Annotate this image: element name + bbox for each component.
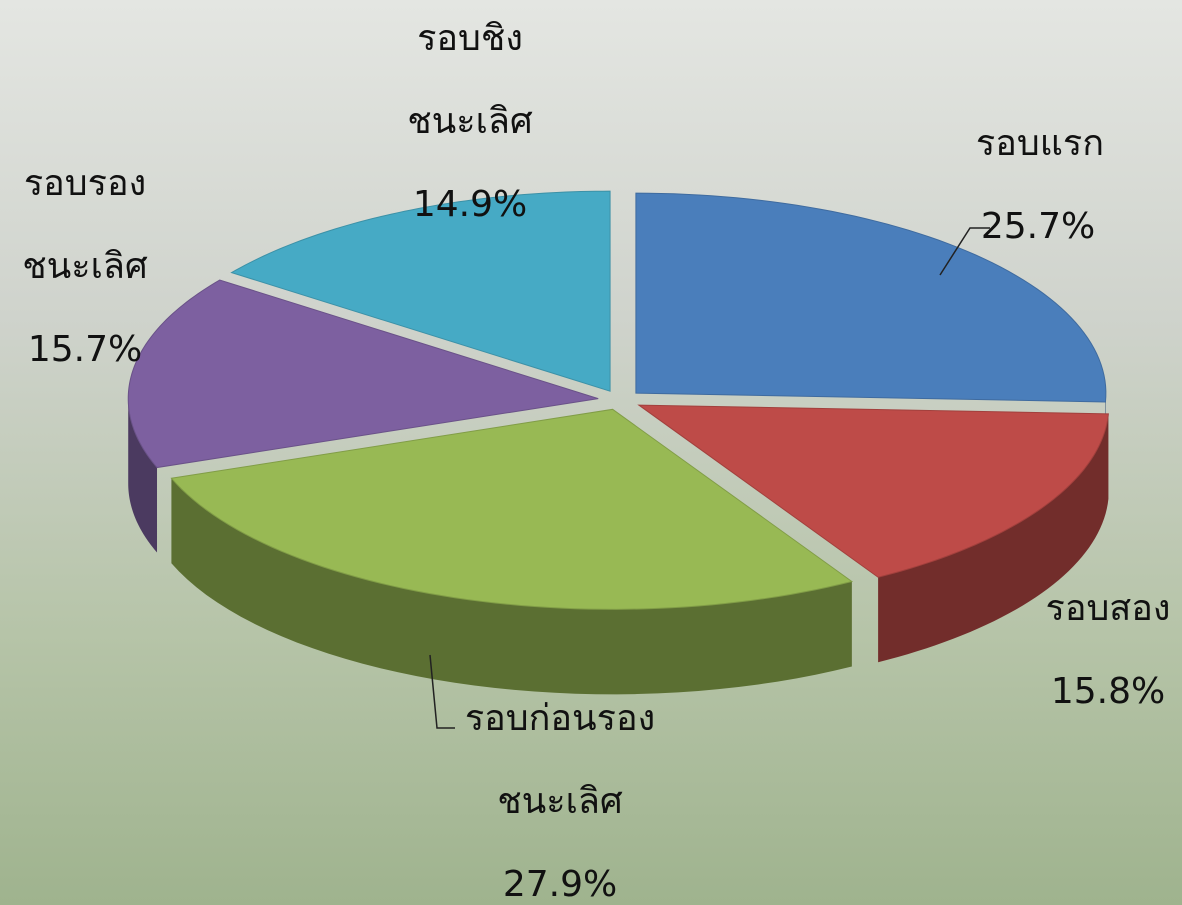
slice-side	[171, 478, 852, 695]
label-line: รอบก่อนรอง	[465, 698, 655, 739]
walls	[128, 393, 1109, 695]
value-label: 15.8%	[1051, 671, 1165, 712]
category-label: รอบแรก	[976, 123, 1104, 164]
leader-line	[939, 227, 990, 276]
label-line: รอบรอง	[24, 163, 146, 204]
category-label: รอบก่อนรองชนะเลิศ	[465, 698, 655, 822]
label-line: ชนะเลิศ	[22, 246, 148, 287]
category-label: รอบรองชนะเลิศ	[22, 163, 148, 287]
label-line: ชนะเลิศ	[407, 101, 533, 142]
category-label: รอบชิงชนะเลิศ	[407, 18, 533, 142]
slice	[170, 408, 854, 610]
slice	[637, 404, 1109, 578]
tops	[127, 190, 1109, 610]
value-label: 25.7%	[981, 206, 1095, 247]
value-label: 15.7%	[28, 329, 142, 370]
pie	[127, 190, 1109, 695]
slice	[230, 190, 611, 392]
slice-side	[878, 413, 1109, 663]
label-line: รอบแรก	[976, 123, 1104, 164]
label-line: ชนะเลิศ	[497, 781, 623, 822]
labels: รอบแรก25.7%รอบสอง15.8%รอบก่อนรองชนะเลิศ2…	[22, 18, 1170, 905]
label-line: รอบสอง	[1046, 588, 1171, 629]
slice-side	[128, 398, 158, 553]
leader-line	[429, 654, 455, 729]
slice	[635, 192, 1107, 403]
slice	[127, 279, 599, 469]
label-line: รอบชิง	[417, 18, 523, 59]
value-label: 27.9%	[503, 864, 617, 905]
category-label: รอบสอง	[1046, 588, 1171, 629]
value-label: 14.9%	[413, 184, 527, 225]
